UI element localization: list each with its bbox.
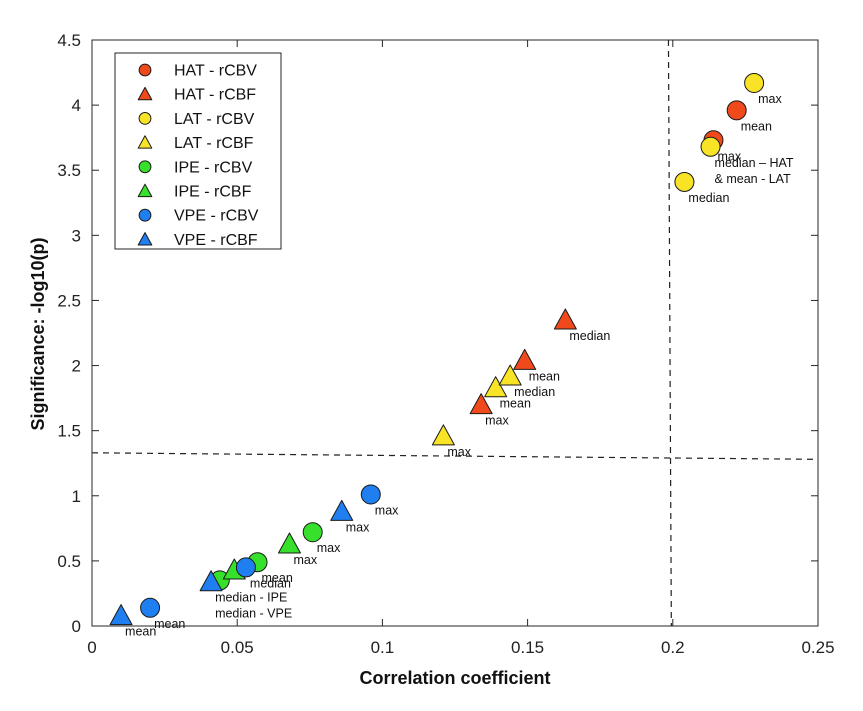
hat-rcbf-point (513, 348, 537, 370)
vpe-rcbf-annotation: median - IPE median - VPE (215, 591, 292, 621)
lat-rcbv-point (700, 136, 721, 157)
ipe-rcbf-point (277, 532, 301, 554)
legend-hat-triangle-marker (137, 86, 153, 101)
x-axis-title: Correlation coefficient (359, 668, 550, 688)
hat-rcbv-annotation: mean (741, 119, 772, 133)
y-tick-label: 4.5 (57, 31, 81, 50)
lat-rcbf-annotation: max (447, 445, 471, 459)
lat-rcbv-point (674, 171, 695, 192)
correlation-threshold-line (667, 39, 672, 627)
x-tick-label: 0 (87, 638, 96, 657)
y-tick-label: 2.5 (57, 291, 81, 310)
y-tick-label: 3.5 (57, 161, 81, 180)
legend-entry-label: LAT - rCBF (174, 135, 254, 152)
legend-entry-label: LAT - rCBV (174, 111, 255, 128)
hat-rcbv-point (726, 100, 747, 121)
legend-entry-label: VPE - rCBV (174, 208, 259, 225)
vpe-rcbv-point (360, 484, 381, 505)
vpe-rcbf-annotation: max (346, 520, 370, 534)
y-tick-label: 3 (72, 226, 81, 245)
x-tick-label: 0.15 (511, 638, 544, 657)
legend-entry-label: HAT - rCBV (174, 63, 257, 80)
x-tick-label: 0.1 (371, 638, 395, 657)
lat-rcbf-point (498, 364, 522, 386)
vpe-rcbf-annotation: mean (125, 625, 156, 639)
hat-rcbf-point (553, 308, 577, 330)
x-tick-label: 0.25 (801, 638, 834, 657)
y-tick-label: 1 (72, 487, 81, 506)
lat-rcbf-annotation: mean (500, 397, 531, 411)
legend-hat-circle-marker (138, 63, 152, 77)
legend-entry-label: VPE - rCBF (174, 232, 258, 249)
hat-rcbv-annotation: max (717, 149, 741, 163)
ipe-rcbv-annotation: mean (262, 571, 293, 585)
vpe-rcbv-annotation: mean (154, 617, 185, 631)
lat-rcbv-annotation: max (758, 92, 782, 106)
lat-rcbv-point (744, 72, 765, 93)
legend-entry-label: IPE - rCBV (174, 159, 253, 176)
lat-rcbv-annotation-line: median – HAT (715, 156, 794, 170)
y-axis-title: Significance: -log10(p) (28, 237, 48, 430)
legend-lat-triangle-marker (137, 135, 153, 149)
legend-entry-label: IPE - rCBF (174, 184, 252, 201)
hat-rcbf-annotation: mean (529, 369, 560, 383)
legend-vpe-triangle-marker (137, 232, 153, 246)
ipe-rcbv-point (302, 522, 323, 543)
lat-rcbv-annotation: median (688, 191, 729, 205)
vpe-rcbf-annotation-line: median - IPE (215, 591, 287, 605)
legend-lat-circle-marker (138, 112, 152, 125)
ipe-rcbf-annotation: max (293, 553, 317, 567)
x-tick-label: 0.05 (221, 638, 254, 657)
hat-rcbf-annotation: max (485, 414, 509, 428)
y-tick-label: 1.5 (57, 422, 81, 441)
legend: HAT - rCBV HAT - rCBF LAT - rCBV LAT - rCBF… (114, 52, 282, 250)
lat-rcbv-annotation-line: & mean - LAT (715, 172, 792, 186)
y-tick-label: 2 (72, 357, 81, 376)
vpe-rcbf-point (330, 499, 354, 521)
vpe-rcbv-point (140, 597, 161, 618)
y-tick-label: 4 (72, 96, 81, 115)
legend-ipe-circle-marker (138, 160, 152, 174)
ipe-rcbv-annotation: max (317, 541, 341, 555)
lat-rcbf-point (431, 424, 455, 446)
vpe-rcbf-point (199, 570, 223, 592)
significance-threshold-line (91, 452, 819, 460)
lat-rcbf-annotation: median (514, 385, 555, 399)
legend-vpe-circle-marker (138, 208, 152, 222)
vpe-rcbf-annotation-line: median - VPE (215, 607, 292, 621)
y-tick-label: 0 (72, 617, 81, 636)
legend-ipe-triangle-marker (137, 183, 153, 198)
legend-entry-label: HAT - rCBF (174, 87, 256, 104)
hat-rcbf-point (469, 393, 493, 415)
lat-rcbv-annotation: median – HAT & mean - LAT (715, 156, 794, 186)
x-tick-label: 0.2 (661, 638, 685, 657)
vpe-rcbv-annotation: max (375, 503, 399, 517)
lat-rcbf-point (484, 376, 508, 398)
vpe-rcbf-point (109, 604, 133, 626)
vpe-rcbv-annotation: median (250, 576, 291, 590)
y-tick-label: 0.5 (57, 552, 81, 571)
hat-rcbf-annotation: median (569, 329, 610, 343)
vpe-rcbv-point (235, 557, 256, 578)
